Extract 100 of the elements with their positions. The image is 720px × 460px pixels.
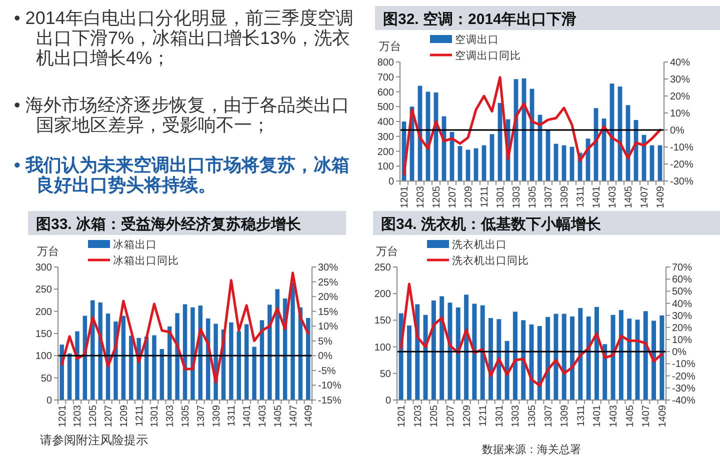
x-tick-label: 1303 <box>510 404 522 428</box>
x-tick-label: 1409 <box>304 404 315 428</box>
x-tick-label: 1203 <box>72 404 84 428</box>
y2-tick-label: -20% <box>670 160 694 170</box>
y2-tick-label: 20% <box>670 92 690 102</box>
x-tick-label: 1403 <box>257 404 268 428</box>
x-tick-label: 1407 <box>640 186 650 208</box>
bar <box>627 318 632 400</box>
bar <box>570 316 574 400</box>
y-tick-label: 100 <box>377 162 394 173</box>
x-tick-label: 1309 <box>211 404 222 428</box>
bar <box>480 305 485 400</box>
y-tick-label: 200 <box>374 289 392 300</box>
x-tick-label: 1211 <box>134 404 146 427</box>
y-tick-label: 150 <box>374 316 392 327</box>
x-tick-label: 1307 <box>544 186 554 208</box>
bar <box>423 314 428 400</box>
y-tick-label: 100 <box>35 351 52 362</box>
x-tick-label: 1405 <box>624 404 636 428</box>
x-tick-label: 1211 <box>478 404 490 427</box>
x-tick-label: 1309 <box>560 404 571 428</box>
bar <box>586 316 591 400</box>
y2-tick-label: 30% <box>318 262 338 274</box>
bar <box>660 315 664 400</box>
y2-tick-label: 40% <box>672 298 692 310</box>
bar <box>98 302 102 400</box>
bar <box>67 353 72 400</box>
chart-title: 图33. 冰箱：受益海外经济复苏稳步增长 <box>36 215 302 233</box>
x-tick-label: 1305 <box>527 404 538 428</box>
bar <box>190 307 195 400</box>
bar <box>431 300 436 400</box>
x-tick-label: 1403 <box>608 404 620 428</box>
y-tick-label: 250 <box>35 284 52 296</box>
bar <box>275 289 280 400</box>
y2-tick-label: -30% <box>672 383 696 394</box>
y-tick-label: 300 <box>35 262 52 274</box>
y-tick-label: 50 <box>40 373 52 384</box>
bar <box>554 314 558 400</box>
y2-tick-label: 30% <box>672 310 692 322</box>
legend-label: 洗衣机出口 <box>452 238 507 251</box>
bar <box>610 314 616 400</box>
x-tick-label: 1305 <box>528 186 538 208</box>
legend-label: 空调出口 <box>455 33 499 46</box>
x-tick-label: 1207 <box>448 186 458 208</box>
y-tick-label: 0 <box>46 396 52 406</box>
line-series <box>400 282 664 387</box>
y2-tick-label: 20% <box>318 292 338 304</box>
bar <box>440 296 444 400</box>
source-note: 数据来源：海关总署 <box>482 443 581 456</box>
text: 请参阅附注风险提示 <box>40 432 148 449</box>
chart-title: 图32. 空调：2014年出口下滑 <box>383 10 576 28</box>
x-tick-label: 1307 <box>543 404 554 428</box>
y2-tick-label: 40% <box>670 58 690 68</box>
x-tick-label: 1205 <box>88 404 100 428</box>
x-tick-label: 1407 <box>288 404 300 428</box>
x-tick-label: 1303 <box>512 186 522 208</box>
x-tick-label: 1303 <box>165 404 176 428</box>
bar <box>464 294 469 400</box>
y2-tick-label: -30% <box>670 176 694 188</box>
x-tick-label: 1403 <box>608 186 618 208</box>
line-series <box>60 272 310 384</box>
y2-tick-label: 20% <box>672 322 692 334</box>
bar <box>472 304 477 400</box>
legend-label: 空调出口同比 <box>455 49 521 62</box>
y-axis-title: 万台 <box>379 40 401 53</box>
x-tick-label: 1405 <box>624 186 634 208</box>
y2-tick-label: -10% <box>672 359 696 370</box>
bar <box>75 331 80 400</box>
y2-tick-label: -10% <box>318 380 342 392</box>
x-tick-label: 1205 <box>429 404 440 428</box>
bar <box>521 320 526 400</box>
y2-tick-label: -15% <box>318 396 342 406</box>
bar <box>152 335 156 400</box>
x-tick-label: 1311 <box>576 404 587 427</box>
bar <box>652 320 656 400</box>
y2-tick-label: -20% <box>672 371 696 382</box>
bar <box>406 326 412 400</box>
x-tick-label: 1405 <box>272 404 284 428</box>
bar <box>546 317 550 400</box>
y2-tick-label: 0% <box>670 126 685 136</box>
bar <box>537 326 542 400</box>
x-tick-label: 1301 <box>150 404 161 428</box>
x-tick-label: 1409 <box>657 404 668 428</box>
x-tick-label: 1211 <box>480 186 490 208</box>
bar <box>244 324 249 400</box>
y-tick-label: 0 <box>385 396 392 406</box>
x-tick-label: 1207 <box>104 404 115 428</box>
x-tick-label: 1407 <box>641 404 652 428</box>
text: • 海外市场经济逐步恢复，由于各品类出口国家地区差异，受影响不一； <box>14 95 350 135</box>
x-tick-label: 1203 <box>416 186 426 208</box>
x-tick-label: 1301 <box>494 404 506 428</box>
bar <box>490 134 494 181</box>
x-tick-label: 1209 <box>118 404 130 428</box>
x-tick-label: 1209 <box>464 186 474 208</box>
bar <box>160 349 164 400</box>
legend-label: 冰箱出口 <box>113 238 157 251</box>
y-tick-label: 600 <box>377 87 394 98</box>
text: • 2014年白电出口分化明显，前三季度空调出口下滑7%，冰箱出口增长13%，洗衣机出口增长4%； <box>14 8 354 68</box>
bar <box>618 310 624 400</box>
line-series <box>402 76 662 176</box>
